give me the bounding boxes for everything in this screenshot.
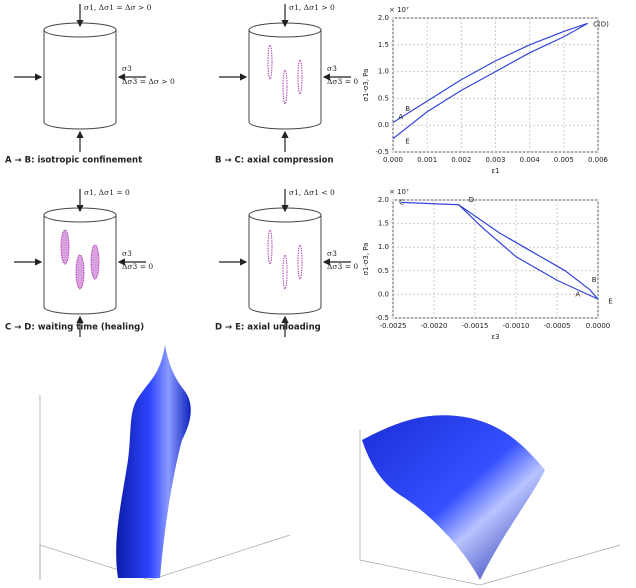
crack [268, 45, 272, 79]
lateral-change: Δσ3 = 0 [122, 262, 153, 271]
caption: B → C: axial compression [215, 156, 334, 166]
x-tick-label: 0.005 [554, 156, 574, 164]
crack [61, 230, 69, 264]
point-label: E [405, 137, 409, 145]
x-tick-label: 0.004 [520, 156, 541, 164]
x-tick-label: 0.000 [383, 156, 403, 164]
axial-label: σ1, Δσ1 < 0 [289, 188, 335, 197]
cylinder-body [249, 215, 321, 314]
y-tick-label: -0.5 [375, 148, 389, 156]
y-tick-label: 2.0 [378, 14, 389, 22]
cylinder-diagram: σ1, Δσ1 < 0 σ3 Δσ3 = 0 D → E: axial unloadi… [215, 188, 358, 337]
point-label: B [592, 276, 597, 284]
y-tick-label: -0.5 [375, 314, 389, 322]
point-label: C [399, 198, 404, 206]
x-tick-label: -0.0025 [379, 322, 406, 330]
y-tick-label: 1.5 [378, 220, 389, 228]
lateral-change: Δσ3 = 0 [327, 262, 358, 271]
lateral-change: Δσ3 = Δσ > 0 [122, 77, 175, 86]
x-tick-label: 0.003 [485, 156, 505, 164]
point-label: D [469, 196, 474, 204]
x-axis-label: ε3 [491, 333, 499, 341]
crack [298, 245, 302, 279]
crack [283, 70, 287, 104]
crack [298, 60, 302, 94]
lateral-change: Δσ3 = 0 [327, 77, 358, 86]
point-label: B [405, 105, 410, 113]
point-label: E [608, 297, 612, 305]
caption: D → E: axial unloading [215, 323, 321, 333]
y-scale-label: × 10⁷ [389, 6, 409, 14]
crack [283, 255, 287, 289]
y-tick-label: 1.5 [378, 41, 389, 49]
x-tick-label: 0.002 [451, 156, 471, 164]
x-tick-label: -0.0010 [502, 322, 529, 330]
caption: C → D: waiting time (healing) [5, 323, 144, 333]
x-tick-label: 0.001 [417, 156, 437, 164]
point-label: A [398, 113, 403, 121]
y-tick-label: 1.0 [378, 243, 389, 251]
y-scale-label: × 10⁷ [389, 188, 409, 196]
y-tick-label: 0.0 [378, 121, 389, 129]
point-label: C(D) [593, 20, 609, 28]
line-chart: -0.5 0.0 0.5 1.0 1.5 2.0 0.000 0.001 0.002 0.003 0… [362, 6, 609, 175]
lateral-label: σ3 [327, 249, 337, 258]
cylinder-body [44, 30, 116, 129]
x-axis-label: ε1 [491, 167, 499, 175]
x-tick-label: -0.0015 [461, 322, 488, 330]
line-chart: -0.5 0.0 0.5 1.0 1.5 2.0 -0.0025 -0.0020 -0.0015… [362, 188, 613, 341]
axial-label: σ1, Δσ1 > 0 [289, 3, 335, 12]
axial-label: σ1, Δσ1 = 0 [84, 188, 130, 197]
lateral-label: σ3 [327, 64, 337, 73]
y-tick-label: 0.5 [378, 94, 389, 102]
cylinder-diagram: σ1, Δσ1 > 0 σ3 Δσ3 = 0 B → C: axial compres… [215, 3, 358, 166]
axial-label: σ1, Δσ1 = Δσ > 0 [84, 3, 152, 12]
cylinder-body [249, 30, 321, 129]
y-tick-label: 0.5 [378, 267, 389, 275]
plot-area [393, 200, 598, 318]
figure: σ1, Δσ1 = Δσ > 0 σ3 Δσ3 = Δσ > 0 A → B: iso… [0, 0, 636, 588]
y-axis-label: σ1-σ3, Pa [362, 69, 370, 102]
lateral-label: σ3 [122, 64, 132, 73]
y-tick-label: 0.0 [378, 290, 389, 298]
y-tick-label: 2.0 [378, 196, 389, 204]
surface-plot-right [360, 415, 620, 585]
point-label: A [575, 290, 580, 298]
crack [91, 245, 99, 279]
cylinder-diagram: σ1, Δσ1 = 0 σ3 Δσ3 = 0 C → D: waiting time … [5, 188, 153, 337]
x-tick-label: -0.0005 [543, 322, 570, 330]
x-tick-label: 0.0000 [586, 322, 611, 330]
cylinder-diagram: σ1, Δσ1 = Δσ > 0 σ3 Δσ3 = Δσ > 0 A → B: iso… [5, 3, 175, 166]
surface-plot-left [40, 345, 290, 580]
lateral-label: σ3 [122, 249, 132, 258]
caption: A → B: isotropic confinement [5, 156, 142, 166]
x-tick-label: -0.0020 [420, 322, 447, 330]
y-tick-label: 1.0 [378, 68, 389, 76]
crack [268, 230, 272, 264]
x-tick-label: 0.006 [588, 156, 609, 164]
y-axis-label: σ1-σ3, Pa [362, 243, 370, 276]
crack [76, 255, 84, 289]
